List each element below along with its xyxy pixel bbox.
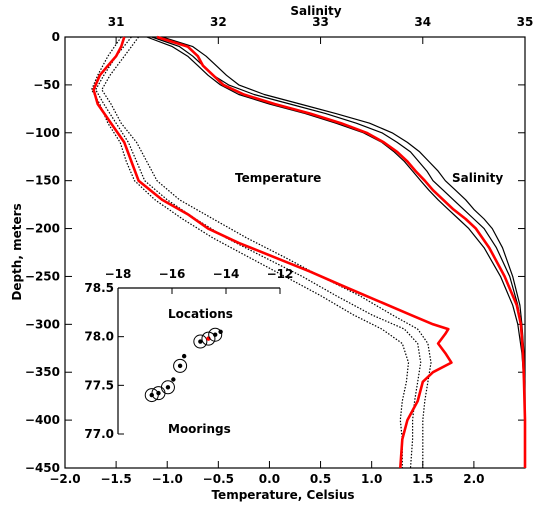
location-dot [156,390,161,396]
temperature-profile-line [92,36,453,469]
location-dot [171,377,176,382]
inset-moorings-label: Moorings [168,422,231,436]
mooring-circle [208,327,223,342]
inset-locations-label: Locations [168,307,233,321]
salinity-profile-line [146,36,526,468]
location-dot [218,329,223,334]
inset-x-tick-label: −12 [267,267,294,281]
mooring-circle [201,331,216,346]
temperature-tick-label: −0.5 [203,472,234,486]
inset-y-tick-label: 78.0 [84,330,114,344]
depth-tick-label: −250 [25,269,60,283]
salinity-tick-label: 35 [517,15,534,29]
temperature-tick-label: 1.5 [412,472,433,486]
salinity-tick-label: 34 [414,15,431,29]
main-plot-frame: −2.0 −1.5 −1.0 −0.5 0.0 0.5 1.0 1.5 2.0 31 32 33 34 3… [25,15,533,486]
salinity-profile-line [156,35,527,468]
inset-y-tick-label: 78.5 [84,281,114,295]
left-axis-title: Depth, meters [10,203,24,300]
temperature-tick-label: −2.0 [49,472,80,486]
depth-tick-label: 0 [52,30,60,44]
inset-location-points [144,327,223,403]
mooring-circle [160,380,175,395]
salinity-tick-label: 33 [312,15,329,29]
inset-x-tick-label: −14 [213,267,240,281]
location-dot [181,353,187,359]
location-dot [177,363,183,369]
temperature-annotation: Temperature [235,171,321,185]
depth-tick-label: −150 [25,174,60,188]
temperature-tick-label: 0.0 [259,472,280,486]
temperature-profile-line [90,36,410,468]
mooring-circle [173,358,188,373]
location-dot [213,332,218,337]
temperature-tick-label: −1.5 [100,472,131,486]
bottom-axis-title: Temperature, Celsius [211,488,354,502]
temperature-tick-label: −1.0 [152,472,183,486]
temperature-profile-line [101,36,432,468]
depth-tick-label: −200 [25,222,60,236]
inset-y-tick-label: 77.0 [84,427,114,441]
depth-tick-label: −400 [25,413,60,427]
salinity-annotation: Salinity [452,171,503,185]
top-axis-title: Salinity [290,4,341,18]
inset-x-tick-label: −18 [105,267,132,281]
inset-map-frame: −18 −16 −14 −12 77.0 77.5 78.0 78.5 [84,267,293,441]
depth-tick-label: −100 [25,126,60,140]
salinity-tick-label: 31 [108,15,125,29]
mooring-circle [193,334,208,349]
plot-border [64,36,526,469]
profile-series-group [90,35,527,469]
depth-tick-label: −50 [33,78,60,92]
salinity-profile-line [151,36,526,468]
depth-tick-label: −300 [25,317,60,331]
depth-tick-label: −450 [25,461,60,475]
location-dot [198,339,203,344]
temperature-tick-label: 1.0 [361,472,382,486]
salinity-tick-label: 32 [210,15,227,29]
inset-x-tick-label: −16 [159,267,186,281]
salinity-profile-line [161,36,526,468]
temperature-profile-line [95,36,422,469]
depth-tick-label: −350 [25,365,60,379]
inset-y-tick-label: 77.5 [84,378,114,392]
temperature-tick-label: 2.0 [463,472,484,486]
temperature-tick-label: 0.5 [310,472,331,486]
location-dot [165,385,171,390]
